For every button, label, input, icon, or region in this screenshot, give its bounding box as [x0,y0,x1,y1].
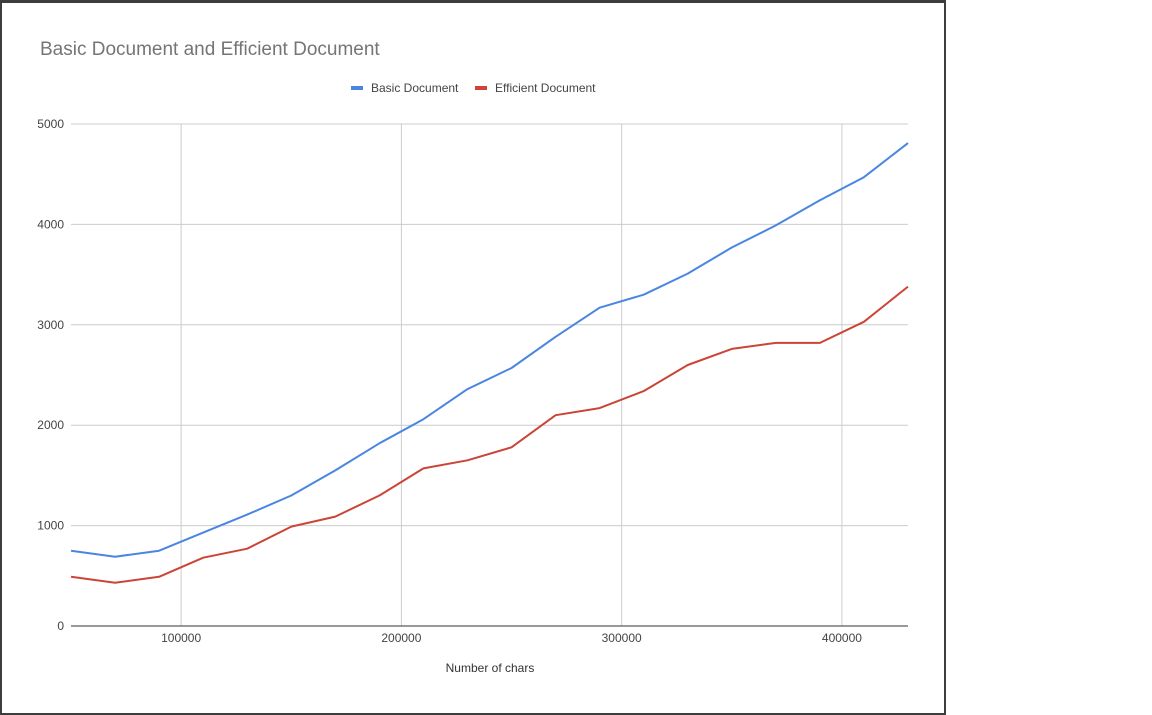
x-tick-label: 100000 [161,631,201,645]
legend-item-efficient-document: Efficient Document [475,81,596,95]
legend-swatch [475,86,487,90]
y-tick-label: 4000 [37,217,64,231]
chart-frame: Basic Document and Efficient Document [0,0,946,715]
x-tick-label: 200000 [381,631,421,645]
gridlines [71,123,908,626]
legend-label: Efficient Document [495,81,596,95]
series-line-efficient-document [70,285,909,584]
y-tick-label: 0 [57,619,64,633]
y-tick-label: 2000 [37,418,64,432]
legend-item-basic-document: Basic Document [351,81,459,95]
axes: 0 1000 2000 3000 4000 5000 100000 200000 300000 4… [37,117,908,645]
x-axis-title: Number of chars [446,661,535,675]
x-tick-label: 400000 [822,631,862,645]
legend: Basic Document Efficient Document [351,81,596,95]
series-lines [70,142,909,584]
legend-label: Basic Document [371,81,459,95]
x-tick-label: 300000 [602,631,642,645]
series-line-basic-document [70,142,909,558]
line-chart: 0 1000 2000 3000 4000 5000 100000 200000 300000 4… [37,81,909,675]
legend-swatch [351,86,363,90]
chart-title: Basic Document and Efficient Document [40,39,380,60]
y-tick-label: 1000 [37,519,64,533]
y-tick-label: 5000 [37,117,64,131]
y-tick-label: 3000 [37,318,64,332]
